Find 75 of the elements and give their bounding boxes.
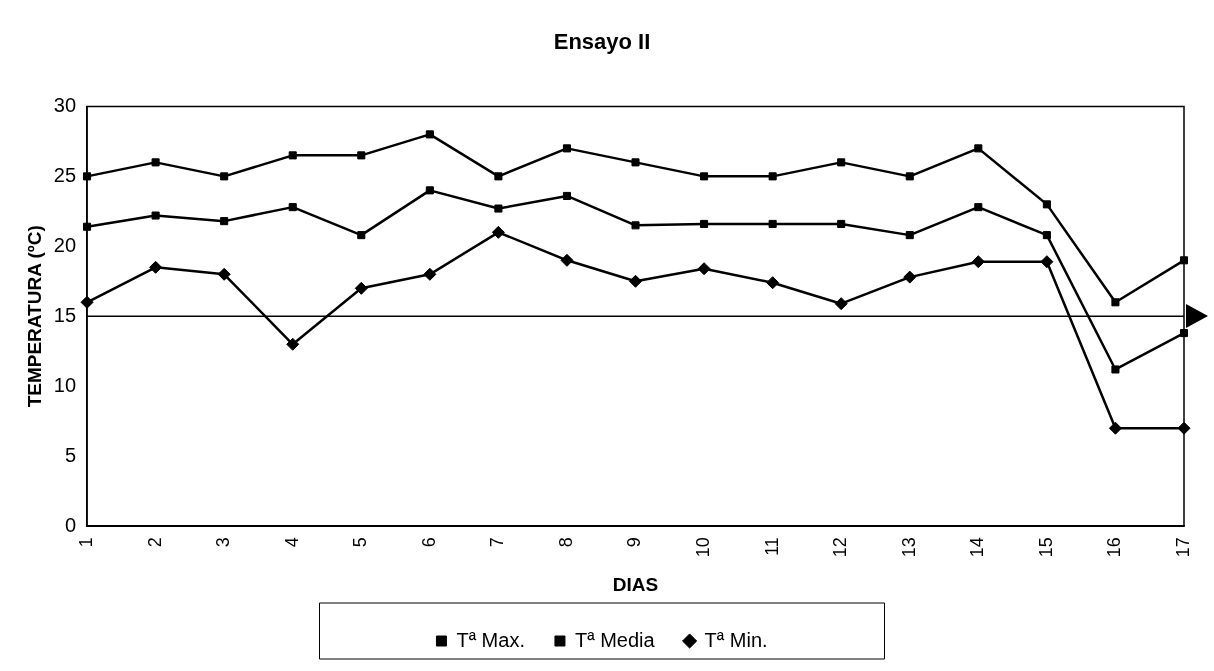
point	[700, 172, 709, 181]
point	[974, 144, 983, 153]
y-tick-label: 0	[64, 513, 77, 536]
x-tick-label: 11	[761, 537, 782, 556]
point	[354, 281, 368, 295]
point	[562, 144, 571, 153]
x-tick-label: 2	[144, 537, 165, 548]
x-tick-label: 1	[76, 537, 97, 548]
point	[631, 158, 640, 167]
point	[494, 204, 503, 213]
point	[834, 297, 848, 311]
point	[425, 130, 434, 139]
y-tick-label: 20	[53, 233, 77, 256]
point	[220, 172, 229, 181]
x-tick-label: 13	[898, 537, 919, 558]
point	[768, 172, 777, 181]
point	[905, 231, 914, 240]
legend-label: Tª Max.	[456, 628, 525, 651]
point	[905, 172, 914, 181]
point	[631, 221, 640, 230]
point	[837, 219, 846, 228]
point	[1042, 231, 1051, 240]
x-tick-label: 3	[213, 537, 234, 548]
point	[217, 267, 231, 281]
point	[286, 337, 300, 351]
point	[425, 186, 434, 195]
x-tick-label: 4	[281, 537, 302, 548]
x-tick-label: 16	[1104, 537, 1125, 558]
point	[220, 217, 229, 226]
point	[837, 158, 846, 167]
x-tick-label: 8	[555, 537, 576, 548]
point	[697, 262, 711, 276]
point	[423, 267, 437, 281]
x-tick-label: 9	[624, 537, 645, 548]
x-tick-label: 7	[487, 537, 508, 548]
point	[151, 211, 160, 220]
x-axis-title: DIAS	[612, 573, 659, 595]
point	[766, 276, 780, 290]
x-tick-label: 15	[1035, 537, 1056, 558]
y-tick-label: 30	[53, 93, 77, 116]
point	[629, 274, 643, 288]
point	[562, 191, 571, 200]
point	[1111, 298, 1120, 307]
point	[1040, 255, 1054, 269]
legend-label: Tª Min.	[704, 628, 768, 651]
point	[288, 151, 297, 160]
point	[971, 255, 985, 269]
y-tick-label: 25	[53, 163, 77, 186]
point	[357, 231, 366, 240]
x-tick-label: 10	[693, 537, 714, 558]
y-tick-label: 5	[64, 443, 77, 466]
legend-label: Tª Media	[574, 628, 656, 651]
x-tick-label: 5	[350, 537, 371, 548]
point	[903, 270, 917, 284]
x-tick-label: 14	[967, 537, 988, 558]
point	[288, 203, 297, 212]
x-tick-label: 17	[1172, 537, 1193, 558]
point	[494, 172, 503, 181]
chart-title: Ensayo II	[553, 29, 651, 55]
point	[1108, 421, 1122, 435]
point	[1042, 200, 1051, 209]
point	[560, 253, 574, 267]
point	[151, 158, 160, 167]
y-tick-label: 10	[53, 373, 77, 396]
point	[149, 260, 163, 274]
x-tick-label: 12	[830, 537, 851, 558]
point	[1111, 365, 1120, 374]
point	[768, 219, 777, 228]
point	[357, 151, 366, 160]
x-tick-label: 6	[418, 537, 439, 548]
y-axis-title: TEMPERATURA (ºC)	[23, 225, 45, 408]
point	[700, 219, 709, 228]
y-tick-label: 15	[53, 303, 77, 326]
point	[491, 225, 505, 239]
point	[974, 203, 983, 212]
